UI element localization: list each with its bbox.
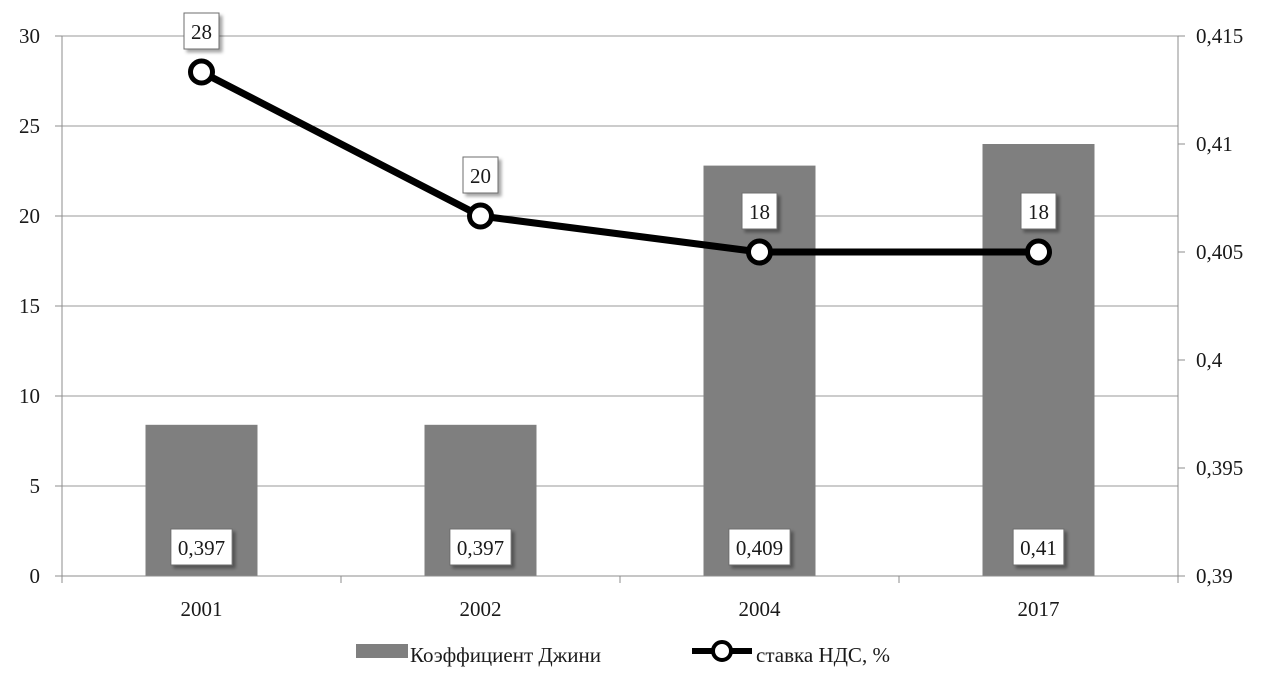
bar-data-label-group: 0,397: [170, 528, 233, 566]
x-axis-tick-label: 2017: [1018, 597, 1060, 621]
right-axis-tick-label: 0,395: [1196, 456, 1243, 480]
bar-data-label-group: 0,409: [728, 528, 791, 566]
legend-line-label: ставка НДС, %: [756, 643, 890, 667]
line-point: [1025, 238, 1052, 266]
line-data-label-group: 18: [741, 192, 778, 230]
legend-bar-swatch: [356, 644, 408, 658]
line-data-label-group: 20: [462, 156, 499, 194]
bar-data-label-box: [1012, 528, 1065, 566]
legend-bar-label: Коэффициент Джини: [410, 643, 601, 667]
line-data-label-group: 18: [1020, 192, 1057, 230]
bar-data-label-box: [170, 528, 233, 566]
left-axis-tick-label: 10: [19, 384, 40, 408]
line-data-label: 28: [191, 20, 212, 44]
right-axis-tick-label: 0,41: [1196, 132, 1233, 156]
line-series: [188, 58, 1052, 266]
bar-data-label: 0,41: [1020, 536, 1057, 560]
bar-data-label: 0,397: [457, 536, 504, 560]
x-axis-tick-label: 2004: [739, 597, 782, 621]
left-axis-tick-label: 30: [19, 24, 40, 48]
legend: Коэффициент Джини ставка НДС, %: [356, 640, 890, 667]
line-data-label: 18: [749, 200, 770, 224]
x-axis-tick-label: 2002: [460, 597, 502, 621]
bar-data-label: 0,397: [178, 536, 225, 560]
line-point: [746, 238, 773, 266]
line-data-label-box: [183, 12, 220, 50]
left-axis-tick-label: 20: [19, 204, 40, 228]
axes: 0 5 10 15 20 25 30 0,39 0,395 0,4 0,405 0,41 0,415 20…: [19, 24, 1243, 621]
data-labels: 28 20 18 18 0,397 0,397 0,409 0,41: [170, 12, 1065, 566]
bar-series: [145, 144, 1095, 576]
line-data-label-box: [462, 156, 499, 194]
left-axis-tick-label: 25: [19, 114, 40, 138]
bar-data-label-box: [449, 528, 512, 566]
left-axis-tick-label: 5: [30, 474, 41, 498]
right-axis-tick-label: 0,39: [1196, 564, 1233, 588]
right-axis-tick-label: 0,405: [1196, 240, 1243, 264]
series-line: [198, 68, 1042, 256]
line-data-label-box: [1020, 192, 1057, 230]
bar-data-label-group: 0,41: [1012, 528, 1065, 566]
legend-line-marker: [711, 640, 733, 662]
right-axis-tick-label: 0,415: [1196, 24, 1243, 48]
bar-data-label-box: [728, 528, 791, 566]
line-data-label-group: 28: [183, 12, 220, 50]
bar-data-label: 0,409: [736, 536, 783, 560]
left-axis-tick-label: 0: [30, 564, 41, 588]
x-axis-tick-label: 2001: [181, 597, 223, 621]
line-point: [467, 202, 494, 230]
line-data-label-box: [741, 192, 778, 230]
line-data-label: 20: [470, 164, 491, 188]
bar: [703, 165, 816, 576]
line-point: [188, 58, 215, 86]
bar-data-label-group: 0,397: [449, 528, 512, 566]
left-axis-tick-label: 15: [19, 294, 40, 318]
right-axis-tick-label: 0,4: [1196, 348, 1223, 372]
line-data-label: 18: [1028, 200, 1049, 224]
